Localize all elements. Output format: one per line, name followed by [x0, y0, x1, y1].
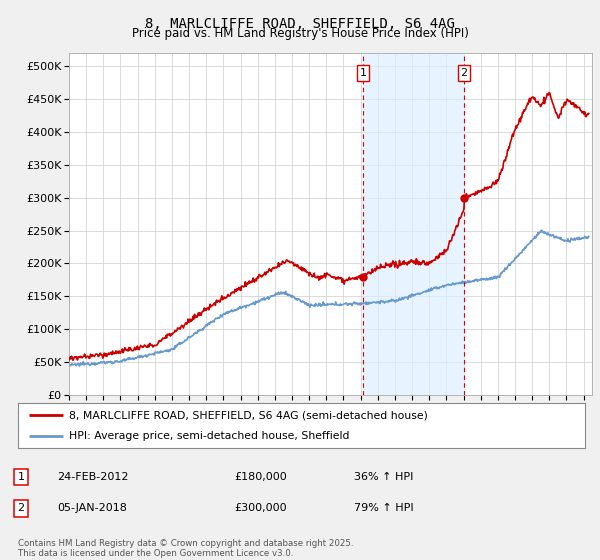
Text: £300,000: £300,000	[234, 503, 287, 514]
Text: £180,000: £180,000	[234, 472, 287, 482]
Text: 8, MARLCLIFFE ROAD, SHEFFIELD, S6 4AG (semi-detached house): 8, MARLCLIFFE ROAD, SHEFFIELD, S6 4AG (s…	[69, 410, 428, 421]
Text: 05-JAN-2018: 05-JAN-2018	[57, 503, 127, 514]
Text: 79% ↑ HPI: 79% ↑ HPI	[354, 503, 413, 514]
Text: 36% ↑ HPI: 36% ↑ HPI	[354, 472, 413, 482]
Text: 24-FEB-2012: 24-FEB-2012	[57, 472, 128, 482]
Bar	[363, 53, 464, 395]
Text: 1: 1	[17, 472, 25, 482]
Text: 1: 1	[359, 68, 367, 78]
Text: Contains HM Land Registry data © Crown copyright and database right 2025.
This d: Contains HM Land Registry data © Crown c…	[18, 539, 353, 558]
Text: 2: 2	[460, 68, 467, 78]
Text: 8, MARLCLIFFE ROAD, SHEFFIELD, S6 4AG: 8, MARLCLIFFE ROAD, SHEFFIELD, S6 4AG	[145, 17, 455, 31]
Text: 2: 2	[17, 503, 25, 514]
Text: HPI: Average price, semi-detached house, Sheffield: HPI: Average price, semi-detached house,…	[69, 431, 350, 441]
Text: Price paid vs. HM Land Registry's House Price Index (HPI): Price paid vs. HM Land Registry's House …	[131, 27, 469, 40]
